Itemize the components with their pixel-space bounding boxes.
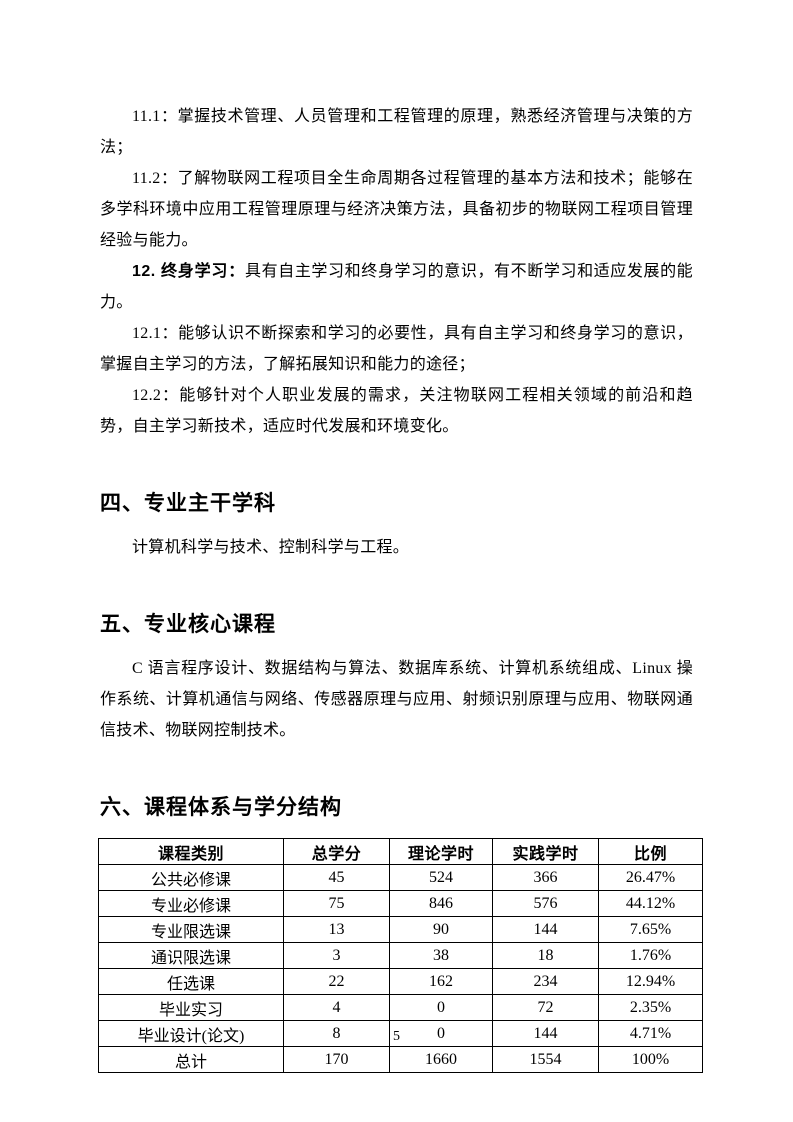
table-row: 毕业实习 4 0 72 2.35% — [98, 994, 703, 1021]
table-cell: 100% — [598, 1046, 703, 1073]
table-header-row: 课程类别 总学分 理论学时 实践学时 比例 — [98, 838, 703, 865]
table-row: 任选课 22 162 234 12.94% — [98, 968, 703, 995]
table-cell: 13 — [283, 916, 390, 943]
table-cell: 846 — [389, 890, 493, 917]
table-cell: 0 — [389, 994, 493, 1021]
table-cell: 1554 — [492, 1046, 599, 1073]
header-practice-hours: 实践学时 — [492, 838, 599, 865]
page-number: 5 — [393, 1029, 400, 1044]
section-heading-main-disciplines: 四、专业主干学科 — [100, 492, 276, 515]
table-cell: 26.47% — [598, 864, 703, 891]
paragraph-12-rest: 具有自主学习和终身学习的意识，有不断学习和适应发展的能力。 — [100, 263, 693, 311]
table-cell: 524 — [389, 864, 493, 891]
paragraph-12-1: 12.1：能够认识不断探索和学习的必要性，具有自主学习和终身学习的意识，掌握自主… — [100, 325, 693, 373]
table-cell: 144 — [492, 916, 599, 943]
table-cell: 22 — [283, 968, 390, 995]
header-course-category: 课程类别 — [98, 838, 284, 865]
table-cell: 4.71% — [598, 1020, 703, 1047]
table-cell: 毕业实习 — [98, 994, 284, 1021]
paragraph-11-2: 11.2：了解物联网工程项目全生命周期各过程管理的基本方法和技术；能够在多学科环… — [100, 170, 693, 249]
table-row: 专业必修课 75 846 576 44.12% — [98, 890, 703, 917]
table-row: 专业限选课 13 90 144 7.65% — [98, 916, 703, 943]
table-cell: 7.65% — [598, 916, 703, 943]
table-cell: 8 — [283, 1020, 390, 1047]
header-theory-hours: 理论学时 — [389, 838, 493, 865]
table-cell: 45 — [283, 864, 390, 891]
section-body-main-disciplines: 计算机科学与技术、控制科学与工程。 — [132, 539, 410, 556]
table-cell: 18 — [492, 942, 599, 969]
table-cell: 75 — [283, 890, 390, 917]
table-cell: 1.76% — [598, 942, 703, 969]
table-cell: 170 — [283, 1046, 390, 1073]
table-cell: 毕业设计(论文) — [98, 1020, 284, 1047]
table-row: 总计 170 1660 1554 100% — [98, 1046, 703, 1073]
credit-structure-table: 课程类别 总学分 理论学时 实践学时 比例 公共必修课 45 524 366 2… — [98, 838, 703, 1073]
header-proportion: 比例 — [598, 838, 703, 865]
table-cell: 任选课 — [98, 968, 284, 995]
table-cell: 44.12% — [598, 890, 703, 917]
table-cell: 12.94% — [598, 968, 703, 995]
section-heading-credit-structure: 六、课程体系与学分结构 — [100, 796, 342, 819]
document-content: 11.1：掌握技术管理、人员管理和工程管理的原理，熟悉经济管理与决策的方法； 1… — [98, 108, 703, 1073]
table-cell: 366 — [492, 864, 599, 891]
section-body-core-courses: C 语言程序设计、数据结构与算法、数据库系统、计算机系统组成、Linux 操作系… — [100, 660, 693, 739]
paragraph-12: 12. 终身学习：具有自主学习和终身学习的意识，有不断学习和适应发展的能力。 — [100, 256, 693, 318]
table-cell: 2.35% — [598, 994, 703, 1021]
table-cell: 总计 — [98, 1046, 284, 1073]
table-cell: 144 — [492, 1020, 599, 1047]
paragraph-12-bold-lead: 12. 终身学习： — [132, 263, 246, 280]
table-cell: 专业必修课 — [98, 890, 284, 917]
table-cell: 234 — [492, 968, 599, 995]
section-heading-core-courses: 五、专业核心课程 — [100, 613, 276, 636]
table-cell: 90 — [389, 916, 493, 943]
table-cell: 专业限选课 — [98, 916, 284, 943]
table-cell: 38 — [389, 942, 493, 969]
header-total-credits: 总学分 — [283, 838, 390, 865]
table-row: 公共必修课 45 524 366 26.47% — [98, 864, 703, 891]
table-cell: 162 — [389, 968, 493, 995]
table-row: 毕业设计(论文) 8 0 144 4.71% — [98, 1020, 703, 1047]
table-cell: 72 — [492, 994, 599, 1021]
table-row: 通识限选课 3 38 18 1.76% — [98, 942, 703, 969]
paragraph-11-1: 11.1：掌握技术管理、人员管理和工程管理的原理，熟悉经济管理与决策的方法； — [100, 108, 693, 156]
table-cell: 576 — [492, 890, 599, 917]
table-cell: 4 — [283, 994, 390, 1021]
paragraph-12-2: 12.2：能够针对个人职业发展的需求，关注物联网工程相关领域的前沿和趋势，自主学… — [100, 387, 693, 435]
table-cell: 通识限选课 — [98, 942, 284, 969]
table-cell: 3 — [283, 942, 390, 969]
table-cell: 公共必修课 — [98, 864, 284, 891]
table-cell: 1660 — [389, 1046, 493, 1073]
